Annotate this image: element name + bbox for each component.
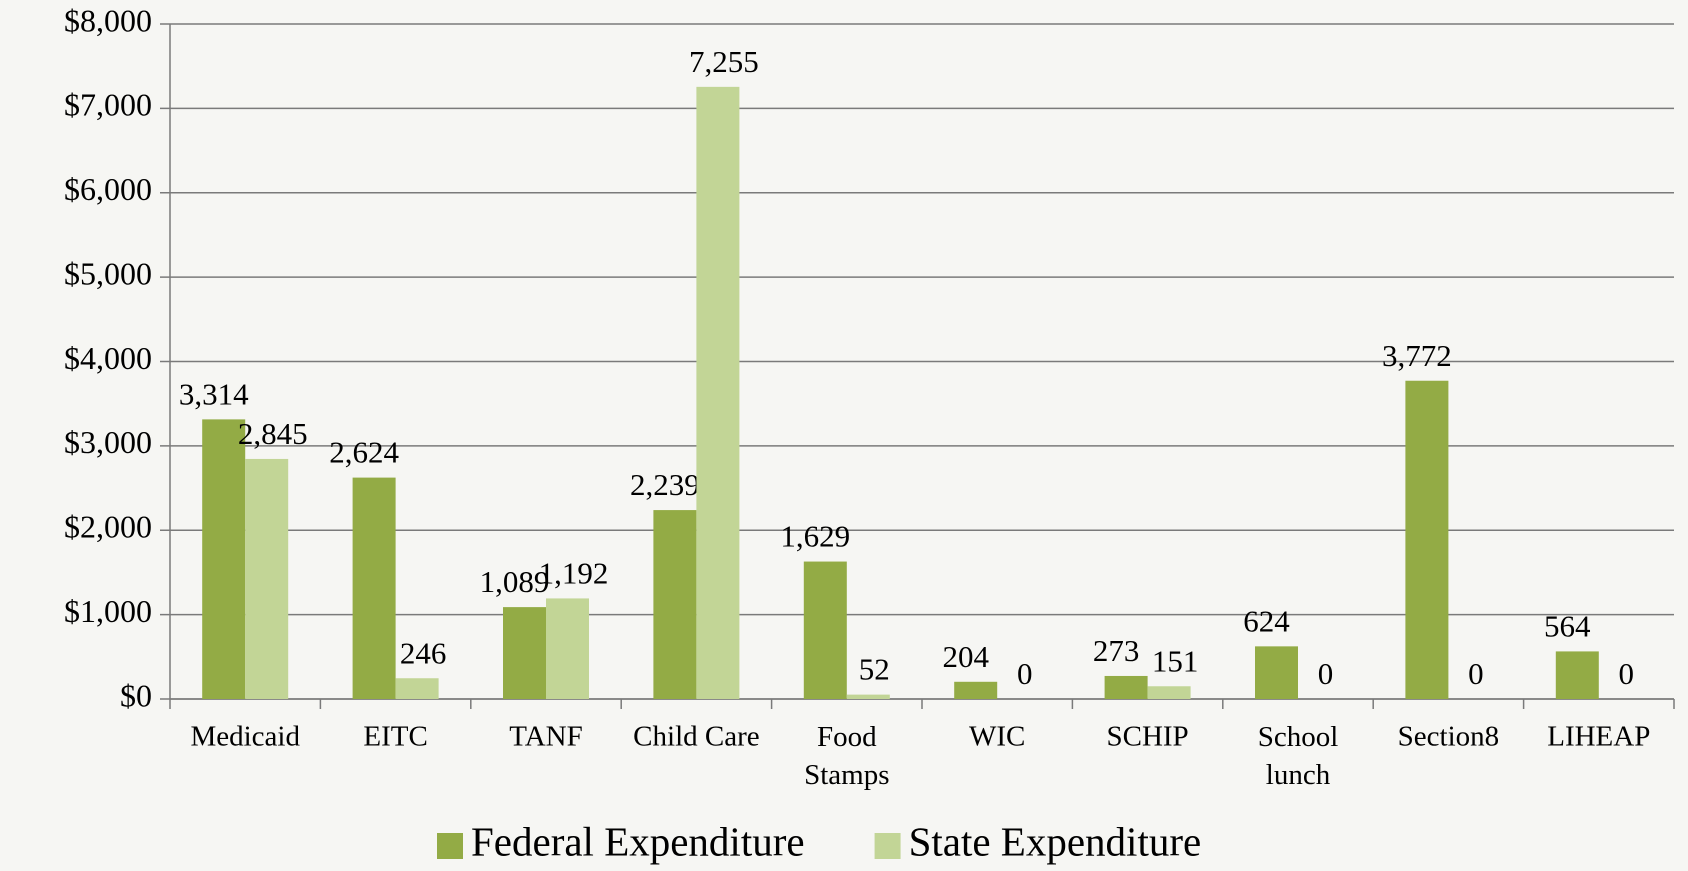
y-tick-label: $4,000 (64, 340, 152, 376)
bar (846, 694, 890, 699)
data-label: 7,255 (689, 44, 759, 79)
y-tick-label: $3,000 (64, 424, 152, 460)
data-label: 2,845 (238, 416, 308, 451)
y-tick-label: $5,000 (64, 255, 152, 291)
bar (245, 458, 289, 699)
bar (1555, 651, 1599, 699)
data-label: 2,239 (630, 467, 700, 502)
bar (352, 477, 396, 699)
data-label: 3,314 (179, 376, 249, 411)
data-label: 3,772 (1382, 338, 1452, 373)
legend-swatch (437, 833, 463, 859)
x-tick-label: EITC (363, 721, 427, 753)
bar (803, 561, 847, 699)
bar (696, 86, 740, 699)
bar (546, 598, 589, 699)
x-tick-label: WIC (969, 721, 1025, 753)
data-label: 246 (400, 635, 447, 670)
x-tick-label: Section8 (1398, 721, 1500, 753)
bar (1255, 646, 1298, 699)
bar (954, 681, 998, 699)
data-label: 564 (1544, 609, 1591, 644)
x-tick-label: TANF (509, 721, 582, 753)
data-label: 1,089 (480, 564, 550, 599)
data-label: 273 (1093, 633, 1140, 668)
x-tick-label: Food Stamps (804, 721, 889, 791)
y-tick-label: $1,000 (64, 593, 152, 629)
y-tick-label: $6,000 (64, 171, 152, 207)
bar (1405, 380, 1449, 699)
bar (395, 678, 439, 699)
bar (202, 419, 246, 699)
bar (653, 510, 697, 699)
data-label: 52 (859, 652, 890, 687)
bar (1104, 675, 1148, 699)
data-label: 1,192 (539, 556, 609, 591)
data-label: 0 (1468, 656, 1484, 691)
legend-label: State Expenditure (909, 818, 1202, 864)
data-label: 0 (1017, 656, 1033, 691)
data-label: 0 (1619, 656, 1635, 691)
data-label: 2,624 (329, 435, 399, 470)
x-tick-label: LIHEAP (1547, 721, 1650, 753)
legend-swatch (874, 833, 901, 859)
data-label: 151 (1152, 643, 1199, 678)
x-tick-label: Child Care (633, 721, 759, 753)
x-tick-label: Medicaid (190, 721, 300, 753)
y-tick-label: $7,000 (64, 87, 152, 123)
data-label: 204 (942, 639, 989, 674)
y-tick-label: $8,000 (64, 2, 152, 38)
bar (1147, 686, 1191, 699)
y-tick-label: $0 (120, 677, 152, 713)
x-tick-label: School lunch (1258, 721, 1339, 791)
data-label: 1,629 (780, 519, 850, 554)
legend-label: Federal Expenditure (471, 818, 805, 864)
x-tick-label: SCHIP (1106, 721, 1188, 753)
y-tick-label: $2,000 (64, 509, 152, 545)
data-label: 624 (1243, 603, 1290, 638)
data-label: 0 (1318, 656, 1334, 691)
bar (503, 607, 546, 699)
